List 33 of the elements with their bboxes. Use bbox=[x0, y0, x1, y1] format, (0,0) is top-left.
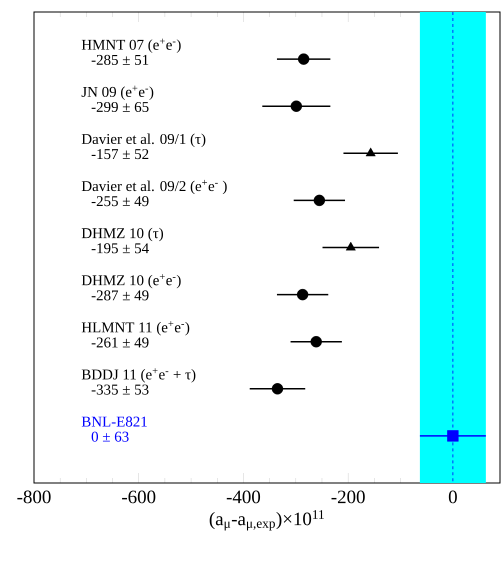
annotation: -261 ± 49 bbox=[92, 337, 149, 348]
point bbox=[447, 430, 459, 442]
point bbox=[290, 100, 302, 112]
y-tick-label: DHMZ 10 (e$^{+}$e$^{-}$) bbox=[82, 274, 181, 288]
x-tick-label: -800 bbox=[17, 490, 51, 504]
x-axis-title: (a$_{μ}$-a$_{μ,exp}$)×10$^{11}$ bbox=[210, 510, 324, 531]
y-tick-label: Davier et al. 09/2 (e$^{+}$e$^{-}$ ) bbox=[82, 180, 227, 194]
point bbox=[272, 383, 284, 395]
point bbox=[314, 194, 326, 206]
annotation: -335 ± 53 bbox=[92, 384, 149, 395]
y-tick-label: JN 09 (e$^{+}$e$^{-}$) bbox=[82, 86, 154, 100]
annotation: -299 ± 65 bbox=[92, 102, 149, 112]
x-tick-label: -400 bbox=[226, 490, 260, 504]
annotation: -195 ± 54 bbox=[92, 243, 149, 254]
point bbox=[346, 242, 356, 250]
annotation: -287 ± 49 bbox=[92, 290, 149, 300]
y-tick-label: BDDJ 11 (e$^{+}$e$^{-}$ + τ) bbox=[82, 368, 196, 383]
x-tick-label: -600 bbox=[122, 490, 156, 504]
y-tick-label: Davier et al. 09/1 (τ) bbox=[82, 134, 206, 148]
point bbox=[296, 288, 308, 300]
x-tick-label: 0 bbox=[448, 490, 457, 504]
y-tick-label: HMNT 07 (e$^{+}$e$^{-}$) bbox=[82, 38, 181, 53]
annotation: 0 ± 63 bbox=[92, 432, 129, 442]
point bbox=[366, 148, 376, 156]
y-tick-label: DHMZ 10 (τ) bbox=[82, 228, 164, 242]
annotation: -285 ± 51 bbox=[92, 54, 148, 65]
y-tick-label: BNL-E821 bbox=[82, 416, 147, 427]
point bbox=[298, 53, 310, 65]
x-tick-label: -200 bbox=[332, 490, 365, 504]
point bbox=[310, 336, 322, 348]
annotation: -255 ± 49 bbox=[92, 196, 149, 206]
y-tick-label: HLMNT 11 (e$^{+}$e$^{-}$) bbox=[82, 321, 190, 336]
annotation: -157 ± 52 bbox=[92, 149, 148, 160]
